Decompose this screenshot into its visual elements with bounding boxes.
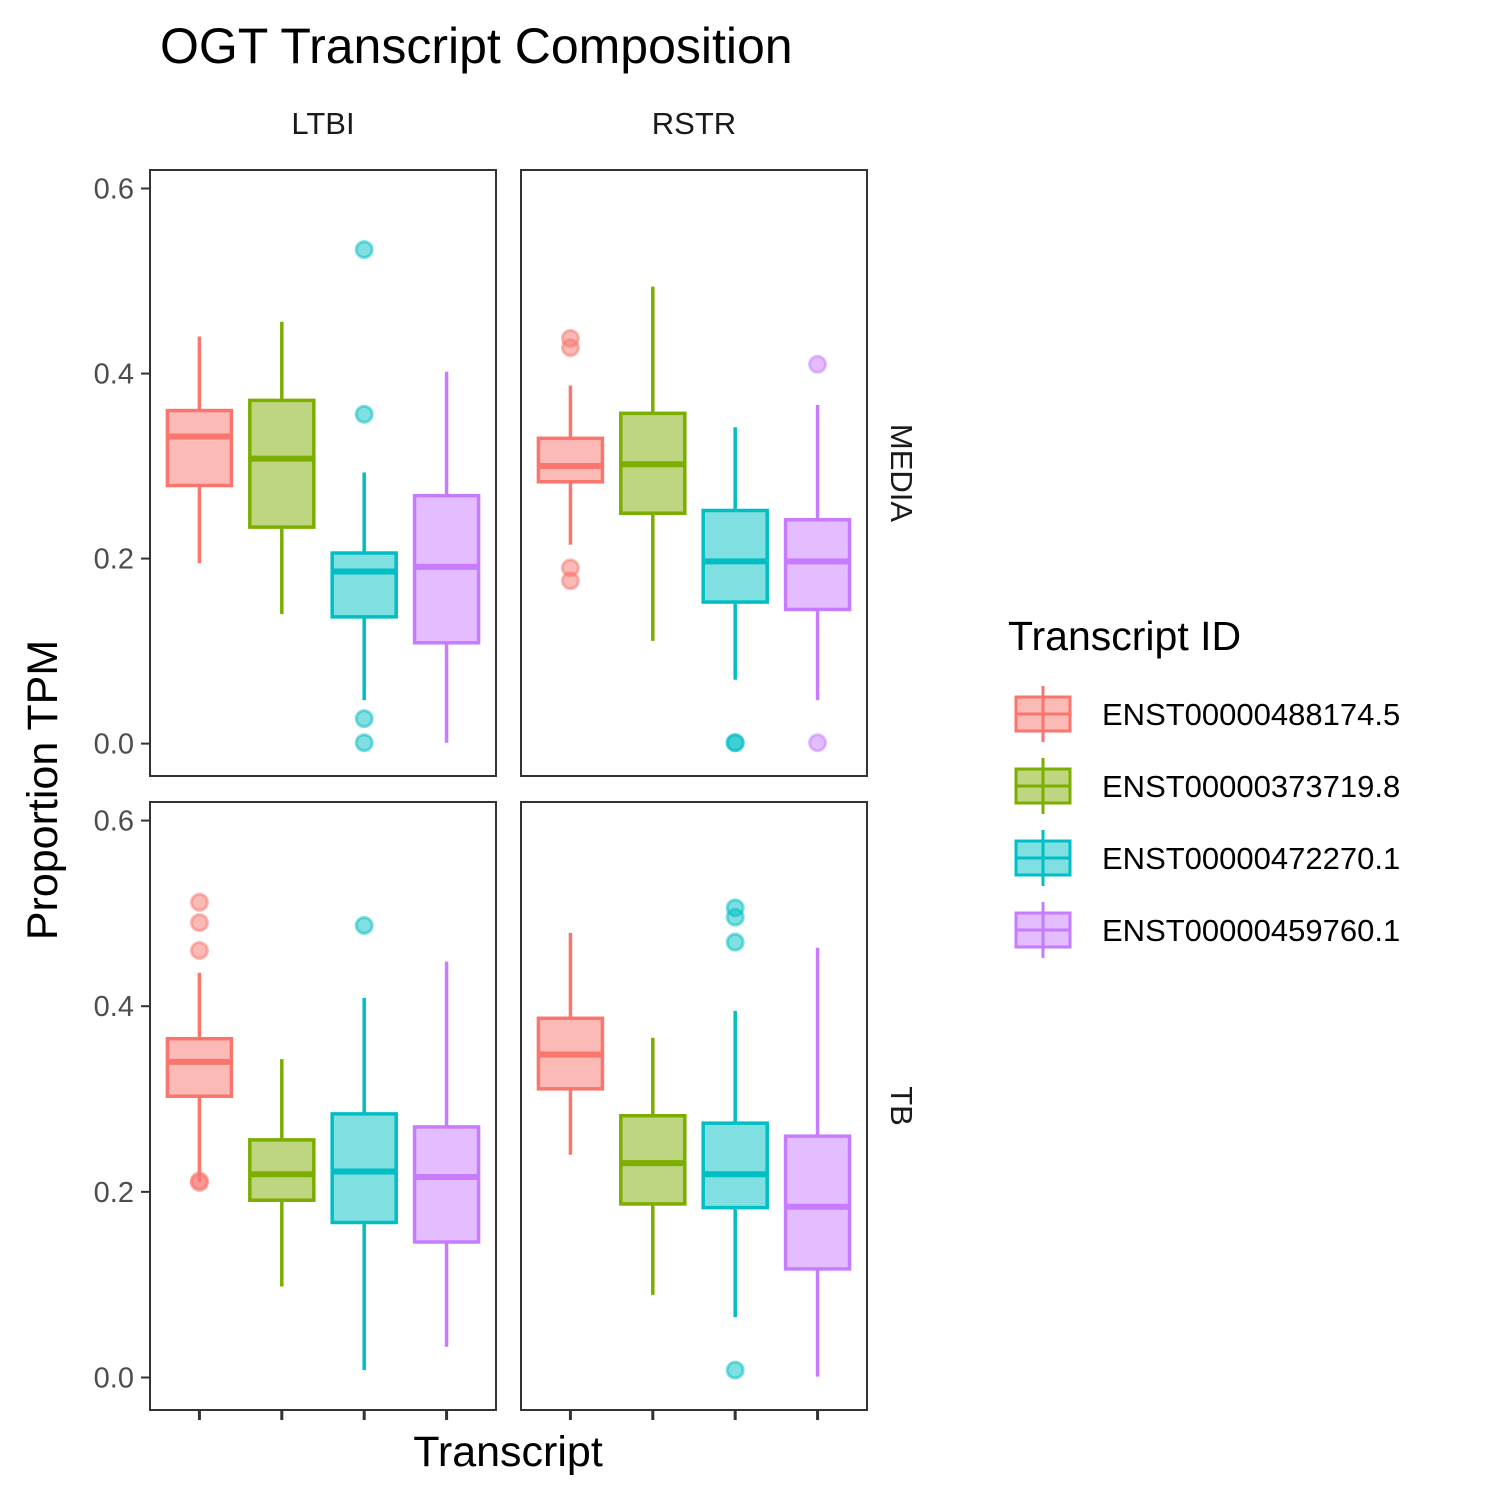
box-ENST00000373719.8 [248,1059,316,1287]
outlier-point [725,932,745,952]
y-tick-label: 0.4 [94,359,134,391]
strip-label-col: LTBI [291,106,354,141]
legend-label: ENST00000488174.5 [1102,697,1400,732]
outlier-point [189,1173,209,1193]
legend-label: ENST00000472270.1 [1102,841,1400,876]
box-ENST00000488174.5 [165,336,234,564]
box-ENST00000459760.1 [783,947,852,1377]
panel-border [520,169,868,777]
panel-media-ltbi: LTBI 0.0 0.2 0.4 0.6 [94,106,497,777]
outlier-point [560,571,580,591]
outlier-point [189,892,209,912]
box-ENST00000472270.1 [701,427,769,753]
box-body [783,1134,852,1271]
box-body [248,398,316,529]
y-tick-label: 0.4 [94,991,134,1023]
box-ENST00000459760.1 [412,371,481,743]
outlier-point [725,907,745,927]
panels-layer: LTBI 0.0 0.2 0.4 0.6 RSTR MEDIA 0.0 0.2 0.4 0.6 TB [94,106,919,1420]
outlier-point [189,941,209,961]
y-axis-title: Proportion TPM [19,640,67,940]
panel-tb-ltbi: 0.0 0.2 0.4 0.6 [94,801,497,1420]
box-body [619,1113,687,1206]
box-ENST00000472270.1 [330,915,398,1371]
box-ENST00000459760.1 [412,961,481,1347]
box-ENST00000488174.5 [165,892,234,1193]
box-body [412,1125,481,1244]
box-body [330,1112,398,1225]
box-ENST00000373719.8 [619,1037,687,1295]
y-tick-label: 0.0 [94,729,134,761]
outlier-point [354,709,374,729]
panel-border [149,801,497,1411]
panel-border [520,801,868,1411]
outlier-point [189,913,209,933]
box-body [165,408,234,488]
box-ENST00000373719.8 [248,321,316,615]
box-body [701,1121,769,1210]
x-axis-title: Transcript [413,1428,603,1476]
panel-media-rstr: RSTR MEDIA [520,106,919,777]
box-body [248,1138,316,1202]
box-body [330,551,398,619]
outlier-point [808,354,828,374]
box-body [701,508,769,604]
y-tick-label: 0.2 [94,544,134,576]
strip-label-col: RSTR [652,106,736,141]
y-tick-label: 0.2 [94,1177,134,1209]
strip-label-row: MEDIA [884,424,919,523]
box-ENST00000488174.5 [536,932,605,1155]
panel-border [149,169,497,777]
chart-title: OGT Transcript Composition [160,18,793,74]
legend-label: ENST00000373719.8 [1102,769,1400,804]
legend: ENST00000488174.5 ENST00000373719.8 ENST00… [1014,686,1400,958]
legend-item: ENST00000373719.8 [1014,758,1400,814]
box-ENST00000488174.5 [536,328,605,591]
legend-item: ENST00000459760.1 [1014,902,1400,958]
box-ENST00000459760.1 [783,354,852,753]
y-tick-label: 0.0 [94,1363,134,1395]
strip-label-row: TB [884,1086,919,1126]
outlier-point [354,915,374,935]
outlier-point [354,404,374,424]
outlier-point [560,338,580,358]
outlier-point [725,733,745,753]
y-tick-label: 0.6 [94,174,134,206]
box-body [536,436,605,484]
legend-title: Transcript ID [1008,613,1241,659]
legend-label: ENST00000459760.1 [1102,913,1400,948]
panel-tb-rstr: TB [520,801,919,1420]
box-ENST00000472270.1 [701,898,769,1380]
outlier-point [354,240,374,260]
outlier-point [725,1360,745,1380]
box-body [165,1036,234,1099]
legend-item: ENST00000472270.1 [1014,830,1400,886]
outlier-point [808,733,828,753]
outlier-point [354,733,374,753]
box-ENST00000472270.1 [330,240,398,753]
y-tick-label: 0.6 [94,806,134,838]
box-ENST00000373719.8 [619,286,687,641]
legend-item: ENST00000488174.5 [1014,686,1400,742]
box-body [783,517,852,612]
